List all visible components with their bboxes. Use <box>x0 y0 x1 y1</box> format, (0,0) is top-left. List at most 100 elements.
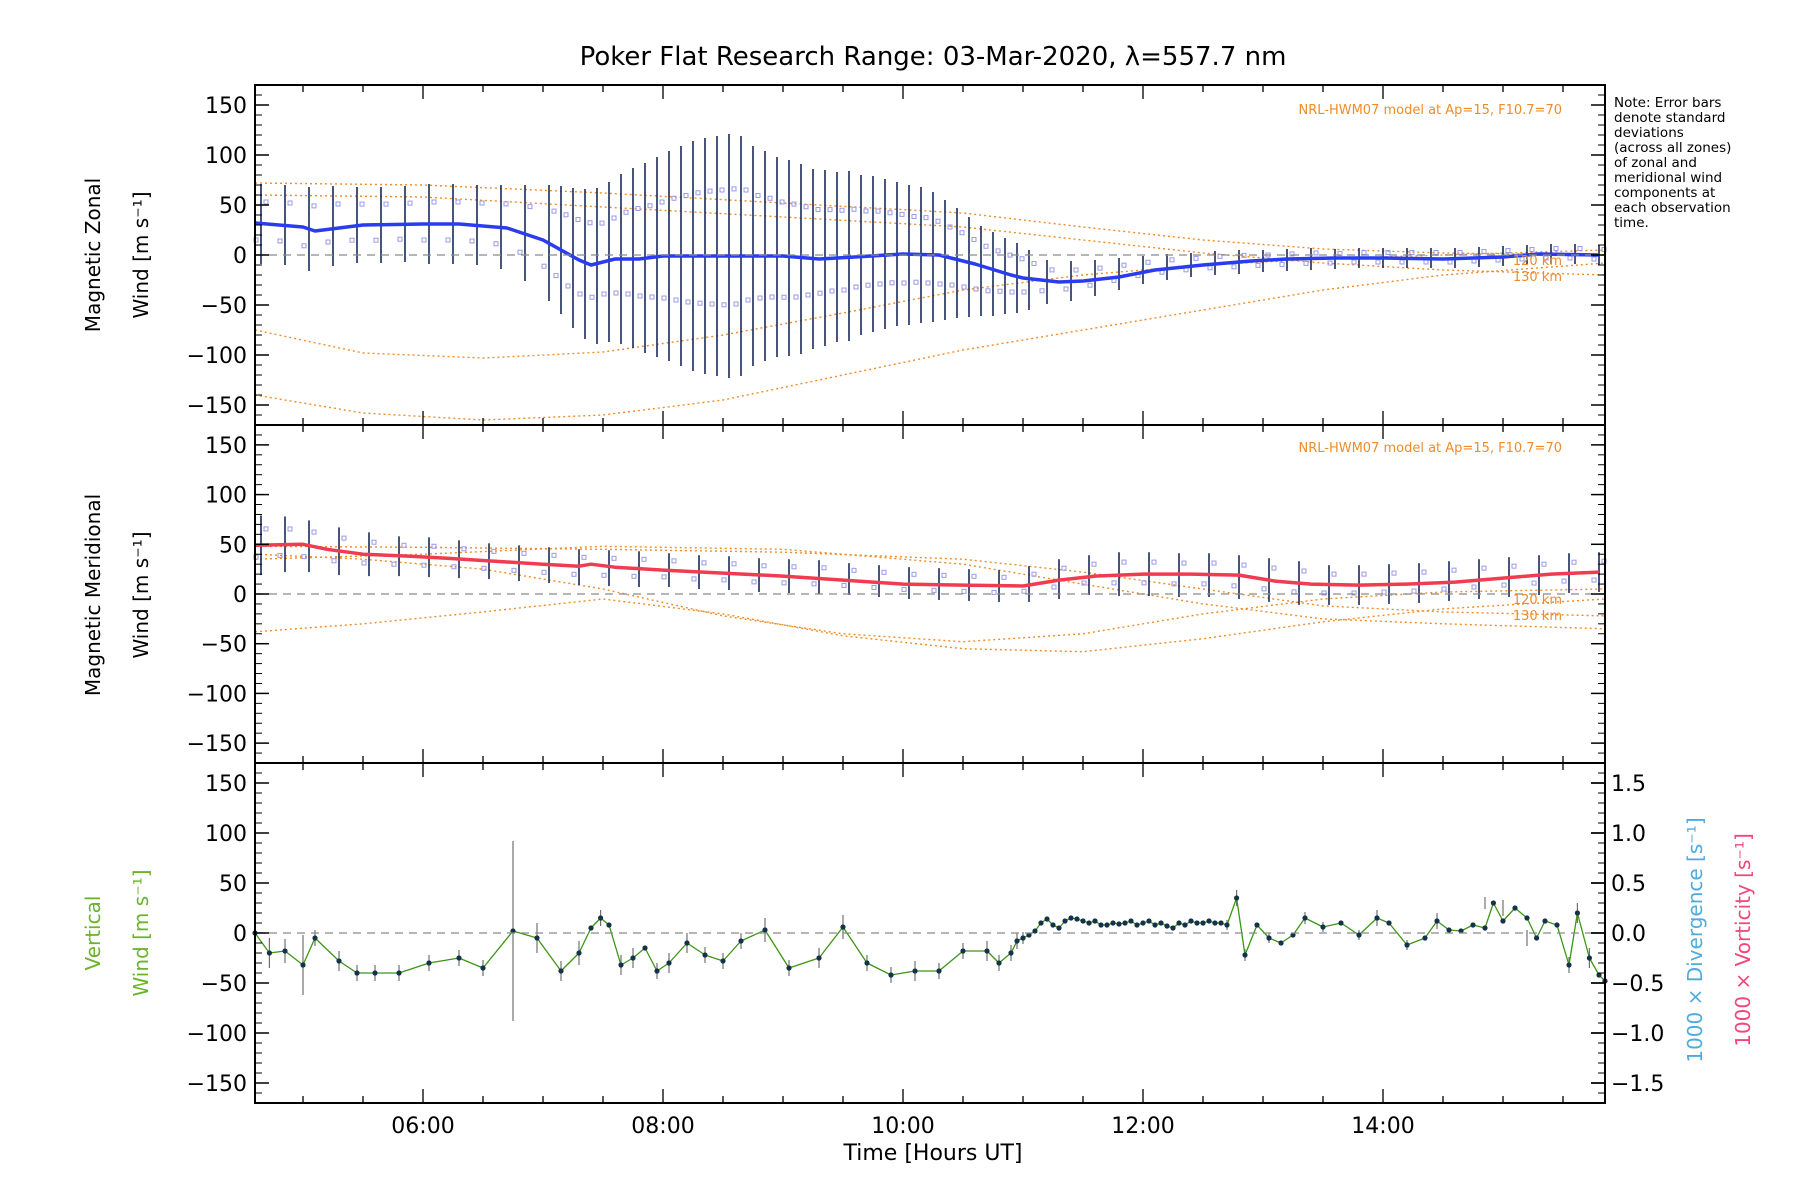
scatter-point <box>341 535 347 541</box>
scatter-point <box>1361 571 1367 577</box>
y-tick-label: 50 <box>219 194 247 219</box>
data-point <box>1116 921 1122 927</box>
scatter-point <box>913 279 919 285</box>
data-point <box>1224 922 1230 928</box>
data-point <box>1566 962 1572 968</box>
y2-tick-label: −1.5 <box>1611 1072 1664 1097</box>
data-point <box>1290 932 1296 938</box>
scatter-point <box>1501 582 1507 588</box>
scatter-point <box>1321 590 1327 596</box>
scatter-point <box>757 295 763 301</box>
scatter-point <box>685 299 691 305</box>
meridional-panel: 150 100 50 0 −50 −100 −150 NRL-HWM07 model at … <box>81 424 1607 764</box>
data-point <box>1026 932 1032 938</box>
data-point <box>1542 918 1548 924</box>
scatter-point <box>1049 267 1055 273</box>
data-point <box>1422 935 1428 941</box>
scatter-point <box>1385 250 1391 255</box>
vertical-y-label-line1: Vertical <box>81 896 105 971</box>
scatter-point <box>407 200 413 206</box>
scatter-point <box>959 230 965 236</box>
scatter-point <box>551 208 557 214</box>
data-point <box>1068 915 1074 921</box>
scatter-point <box>391 561 397 567</box>
data-point <box>720 958 726 964</box>
scatter-point <box>611 215 617 221</box>
data-point <box>1574 910 1580 916</box>
scatter-point <box>553 273 559 279</box>
vertical-y-label: Vertical Wind [m s⁻¹] <box>81 869 153 996</box>
scatter-point <box>937 281 943 287</box>
scatter-point <box>1201 581 1207 587</box>
scatter-point <box>1111 580 1117 586</box>
zonal-model-label-130: 130 km <box>1513 270 1562 285</box>
y-tick-label: 0 <box>233 583 247 608</box>
scatter-point <box>805 292 811 298</box>
scatter-point <box>517 249 523 255</box>
scatter-point <box>383 201 389 207</box>
scatter-point <box>815 207 821 212</box>
x-tick-label: 08:00 <box>631 1114 694 1139</box>
vorticity-y2-label: 1000 × Vorticity [s⁻¹] <box>1731 833 1755 1047</box>
y2-tick-label: 1.5 <box>1611 772 1646 797</box>
data-point <box>762 927 768 933</box>
data-point <box>312 935 318 941</box>
y-tick-label: 50 <box>219 533 247 558</box>
scatter-point <box>551 552 557 558</box>
y-tick-label: 150 <box>205 94 247 119</box>
scatter-point <box>971 573 977 579</box>
data-point <box>666 960 672 966</box>
note-block: Note: Error bars denote standard deviati… <box>1614 95 1731 231</box>
scatter-point <box>743 187 749 193</box>
scatter-point <box>1009 289 1015 295</box>
scatter-point <box>1481 249 1487 254</box>
data-point <box>1146 918 1152 924</box>
zonal-y-label: Magnetic Zonal Wind [m s⁻¹] <box>81 178 153 332</box>
scatter-point <box>1021 588 1027 594</box>
meridional-axis: 150 100 50 0 −50 −100 −150 <box>187 424 1606 764</box>
scatter-point <box>1231 583 1237 589</box>
scatter-point <box>1211 560 1217 566</box>
data-point <box>618 962 624 968</box>
data-point <box>1534 935 1540 941</box>
scatter-point <box>301 554 307 560</box>
zonal-y-label-line2: Wind [m s⁻¹] <box>129 191 153 318</box>
scatter-point <box>899 211 905 217</box>
y-tick-label: −50 <box>201 294 247 319</box>
y-tick-label: 100 <box>205 822 247 847</box>
data-point <box>1266 935 1272 941</box>
scatter-point <box>1529 247 1535 252</box>
scatter-point <box>565 283 571 289</box>
data-point <box>654 968 660 974</box>
scatter-point <box>1561 578 1567 584</box>
data-point <box>984 948 990 954</box>
scatter-point <box>1313 250 1319 256</box>
data-point <box>606 922 612 928</box>
data-point <box>1014 938 1020 944</box>
scatter-point <box>1591 256 1597 262</box>
data-point <box>1020 935 1026 941</box>
scatter-point <box>1279 261 1285 267</box>
data-point <box>630 955 636 961</box>
meridional-series <box>254 542 1600 588</box>
scatter-point <box>611 555 617 561</box>
scatter-point <box>1421 569 1427 575</box>
data-point <box>300 962 306 968</box>
data-point <box>1278 940 1284 946</box>
data-point <box>1152 922 1158 928</box>
data-point <box>1098 922 1104 928</box>
scatter-point <box>659 199 665 205</box>
scatter-point <box>361 560 367 566</box>
vertical-panel: 150 100 50 0 −50 −100 −150 06:00 08:00 10:00 12:00… <box>81 762 1755 1166</box>
scatter-point <box>997 288 1003 294</box>
data-point <box>1446 927 1452 933</box>
data-point <box>1404 942 1410 948</box>
series-line <box>254 542 1600 588</box>
scatter-point <box>931 587 937 593</box>
scatter-point <box>469 238 475 244</box>
vertical-error-bars <box>268 841 1591 1021</box>
chart-title: Poker Flat Research Range: 03-Mar-2020, … <box>580 42 1287 72</box>
scatter-point <box>901 280 907 286</box>
y-tick-label: 0 <box>233 244 247 269</box>
scatter-point <box>731 186 737 192</box>
